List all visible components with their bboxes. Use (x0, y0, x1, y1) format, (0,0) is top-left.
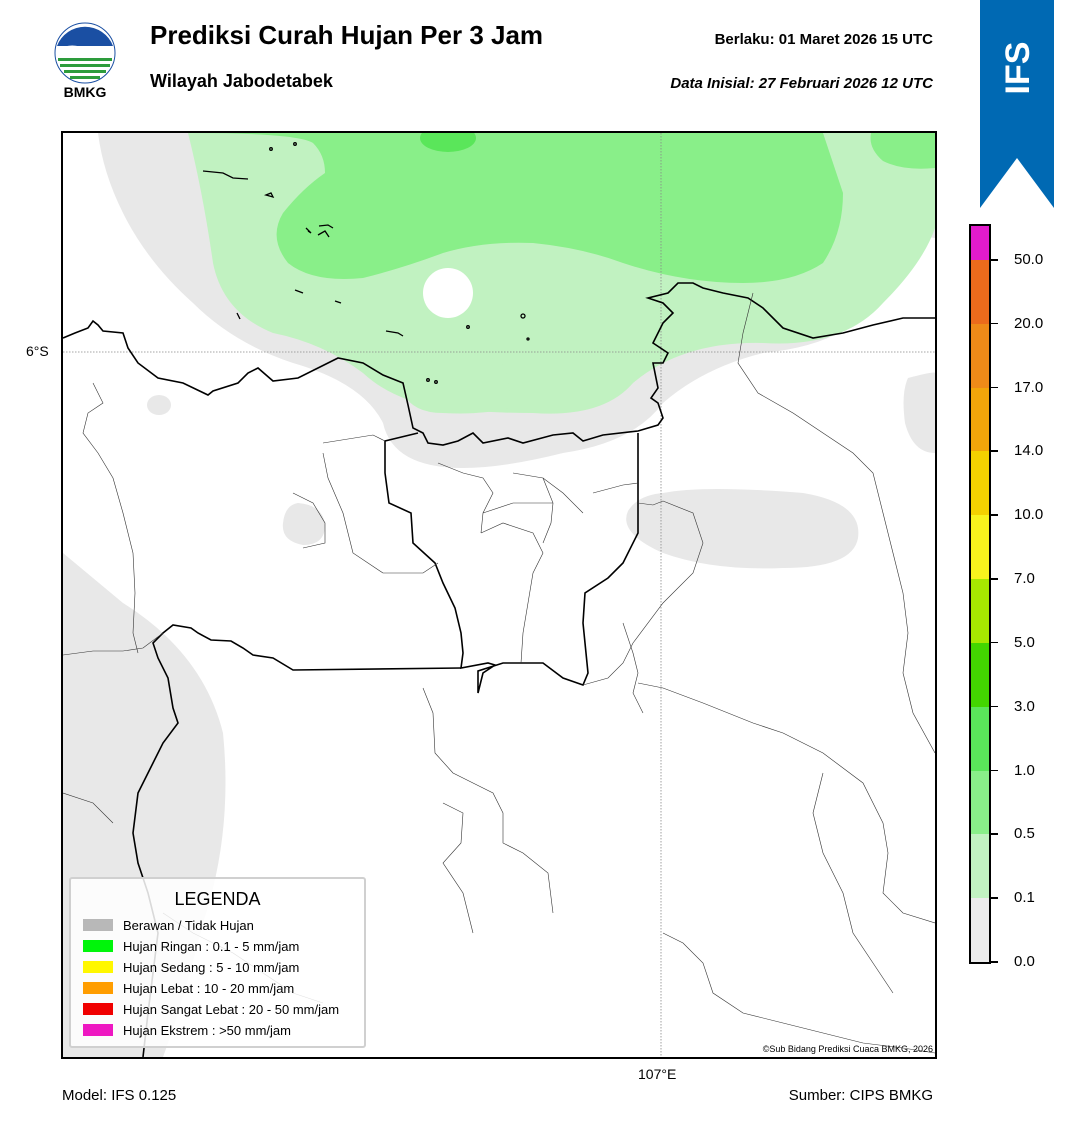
init-time: Data Inisial: 27 Februari 2026 12 UTC (670, 75, 933, 92)
legend-swatch (83, 1003, 113, 1015)
colorbar-tick (991, 322, 998, 325)
source-label: Sumber: CIPS BMKG (788, 1087, 933, 1104)
longitude-label: 107°E (638, 1066, 677, 1082)
colorbar-segment (971, 260, 989, 324)
colorbar-tick (991, 961, 998, 963)
colorbar-segment (971, 898, 989, 962)
legend-swatch (83, 919, 113, 931)
page-title: Prediksi Curah Hujan Per 3 Jam (150, 20, 544, 50)
clear-patch (423, 268, 473, 318)
colorbar-tick (991, 897, 998, 899)
colorbar-segment (971, 706, 989, 771)
legend-swatch (83, 961, 113, 973)
colorbar-segment (971, 323, 989, 388)
legend-swatch (83, 940, 113, 952)
colorbar-tick (991, 259, 998, 261)
colorbar-segment (971, 834, 989, 899)
province-boundary (384, 432, 639, 694)
colorbar-tick (991, 769, 998, 772)
ifs-badge-text: IFS (999, 42, 1037, 95)
logo-text: BMKG (63, 84, 107, 100)
colorbar-tick (991, 578, 998, 580)
colorbar-tick-label: 17.0 (1014, 378, 1044, 396)
colorbar (969, 224, 991, 964)
legend-box: LEGENDA Berawan / Tidak Hujan Hujan Ring… (69, 877, 366, 1048)
colorbar-segment (971, 579, 989, 643)
colorbar-tick-label: 14.0 (1014, 442, 1044, 460)
legend-item: Berawan / Tidak Hujan (83, 917, 254, 933)
colorbar-tick-label: 10.0 (1014, 506, 1044, 524)
colorbar-tick-label: 0.1 (1014, 889, 1035, 907)
colorbar-tick-label: 3.0 (1014, 697, 1035, 715)
legend-label: Berawan / Tidak Hujan (123, 917, 254, 933)
regency-boundaries (63, 292, 935, 1054)
legend-label: Hujan Sangat Lebat : 20 - 50 mm/jam (123, 1001, 340, 1017)
colorbar-tick (991, 386, 998, 389)
colorbar-segment (971, 387, 989, 452)
legend-label: Hujan Ekstrem : >50 mm/jam (123, 1022, 291, 1038)
legend-item: Hujan Ringan : 0.1 - 5 mm/jam (83, 938, 299, 954)
legend-item: Hujan Ekstrem : >50 mm/jam (83, 1022, 291, 1038)
rain-moderate-areas (191, 133, 935, 283)
copyright-note: ©Sub Bidang Prediksi Cuaca BMKG, 2026 (762, 1044, 933, 1054)
page-subtitle: Wilayah Jabodetabek (150, 71, 333, 91)
colorbar-tick (991, 450, 998, 452)
ifs-badge: IFS (980, 0, 1054, 208)
colorbar-tick-label: 20.0 (1014, 314, 1044, 332)
legend-item: Hujan Sedang : 5 - 10 mm/jam (83, 959, 299, 975)
bmkg-logo (52, 20, 118, 104)
legend-swatch (83, 982, 113, 994)
colorbar-tick (991, 705, 998, 708)
colorbar-segment (971, 642, 989, 707)
rain-strong-patch (420, 133, 476, 152)
legend-swatch (83, 1024, 113, 1036)
colorbar-tick-label: 0.0 (1014, 953, 1035, 970)
legend-title: LEGENDA (174, 889, 261, 909)
latitude-label: 6°S (26, 343, 49, 359)
colorbar-tick-label: 50.0 (1014, 251, 1044, 268)
colorbar-tick (991, 514, 998, 516)
colorbar-tick (991, 833, 998, 835)
colorbar-segment (971, 770, 989, 835)
legend-label: Hujan Lebat : 10 - 20 mm/jam (123, 980, 295, 996)
colorbar-tick (991, 641, 998, 644)
colorbar-segment (971, 451, 989, 516)
valid-time: Berlaku: 01 Maret 2026 15 UTC (714, 31, 933, 48)
colorbar-tick-label: 5.0 (1014, 633, 1035, 651)
coastline (63, 282, 935, 446)
colorbar-tick-label: 1.0 (1014, 761, 1035, 779)
legend-item: Hujan Sangat Lebat : 20 - 50 mm/jam (83, 1001, 339, 1017)
colorbar-segment (971, 226, 989, 260)
colorbar-segment (971, 515, 989, 580)
colorbar-tick-label: 7.0 (1014, 570, 1035, 588)
model-label: Model: IFS 0.125 (62, 1087, 177, 1104)
islands (202, 142, 530, 384)
legend-label: Hujan Ringan : 0.1 - 5 mm/jam (123, 938, 300, 954)
legend-item: Hujan Lebat : 10 - 20 mm/jam (83, 980, 294, 996)
colorbar-tick-label: 0.5 (1014, 825, 1035, 843)
legend-label: Hujan Sedang : 5 - 10 mm/jam (123, 959, 300, 975)
